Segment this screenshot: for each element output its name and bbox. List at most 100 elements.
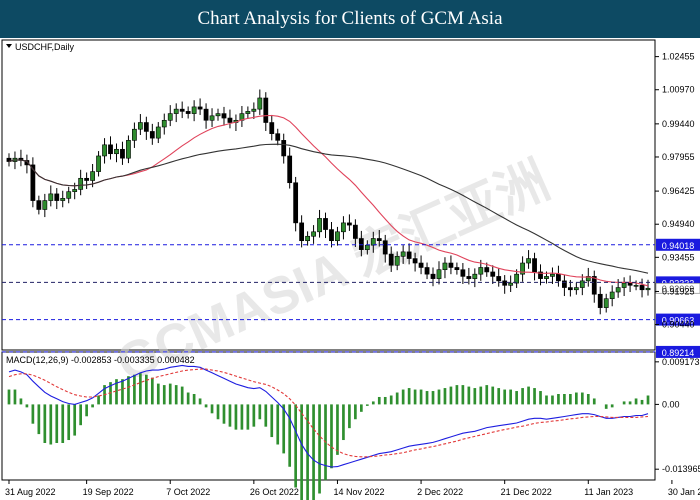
key-level-label: 0.94018 — [662, 241, 695, 251]
candle-body — [603, 298, 609, 308]
candle-body — [394, 256, 400, 266]
price-axis-label: 0.91925 — [662, 286, 695, 296]
candle-body — [221, 113, 227, 119]
candle-body — [502, 280, 508, 286]
chart-background — [1, 39, 656, 481]
candle-body — [382, 240, 388, 255]
candle-body — [311, 231, 316, 237]
candle-body — [102, 144, 107, 157]
candle-body — [448, 262, 454, 268]
candle-body — [167, 113, 173, 121]
price-pane[interactable]: 0.940180.923320.906630.892140.92069USDCH… — [2, 42, 700, 358]
symbol-dropdown-icon — [6, 44, 12, 48]
price-axis-label: 1.00970 — [662, 85, 695, 95]
candle-body — [329, 229, 334, 242]
candle-body — [562, 280, 567, 288]
candle-body — [6, 157, 12, 162]
candle-body — [149, 131, 155, 139]
candle-body — [424, 267, 430, 275]
candle-body — [556, 273, 561, 282]
candle-body — [323, 218, 328, 230]
candle-body — [466, 276, 472, 279]
candle-body — [376, 238, 382, 242]
time-axis-label: 19 Sep 2022 — [83, 487, 134, 497]
time-axis-label: 14 Nov 2022 — [333, 487, 384, 497]
key-level-label: 0.90663 — [662, 316, 695, 326]
key-level-badge — [656, 238, 700, 251]
candle-body — [96, 155, 101, 172]
candle-body — [275, 133, 281, 141]
candle-body — [526, 258, 531, 264]
macd-axis-label: 0.009173 — [662, 357, 700, 367]
candle-body — [36, 200, 42, 210]
candle-body — [400, 251, 406, 257]
price-axis-label: 0.90440 — [662, 320, 695, 330]
symbol-label: USDCHF,Daily — [15, 42, 75, 52]
macd-signal-line — [8, 368, 649, 458]
candle-body — [520, 262, 525, 275]
candle-body — [460, 269, 466, 277]
candle-body — [227, 117, 233, 123]
candle-body — [161, 119, 167, 128]
price-axis-label: 0.94940 — [662, 219, 695, 229]
candle-body — [472, 273, 478, 279]
candle-body — [352, 224, 358, 239]
candle-body — [251, 108, 257, 112]
candle-body — [454, 267, 460, 271]
candle-body — [197, 106, 203, 110]
candle-body — [358, 238, 364, 250]
candle-body — [30, 164, 36, 201]
chart-canvas[interactable]: GCMASIA 宏汇亚洲 0.940180.923320.906630.8921… — [0, 38, 700, 500]
price-axis-label: 1.02455 — [662, 52, 695, 62]
candle-body — [173, 108, 179, 114]
candle-body — [418, 262, 424, 268]
time-axis-label: 31 Aug 2022 — [5, 487, 56, 497]
candle-body — [269, 122, 275, 134]
candle-body — [514, 273, 520, 284]
candle-body — [347, 222, 352, 226]
candle-body — [627, 282, 633, 286]
key-level-badge — [656, 345, 700, 358]
candle-body — [143, 122, 149, 132]
axes: 1.02455 1.00970 0.99440 0.97955 0.96425 0.949… — [5, 52, 700, 497]
macd-pane[interactable]: MACD(12,26,9) -0.002853 -0.003335 0.0004… — [6, 355, 650, 500]
macd-axis-label: 0.00 — [662, 399, 680, 409]
candle-body — [215, 113, 221, 117]
macd-main-line — [8, 364, 649, 468]
price-axis-label: 0.93455 — [662, 252, 695, 262]
candle-body — [406, 251, 412, 259]
candle-body — [191, 106, 197, 114]
chart-analysis-banner: Chart Analysis for Clients of GCM Asia — [0, 0, 700, 38]
candle-body — [436, 269, 442, 279]
candle-body — [567, 287, 573, 291]
last-price-badge — [655, 282, 700, 294]
candle-body — [538, 271, 543, 279]
macd-pane-frame — [1, 351, 656, 481]
last-price-label: 0.92069 — [662, 284, 695, 294]
candle-body — [281, 140, 287, 157]
candle-body — [114, 148, 119, 155]
candle-body — [364, 244, 370, 250]
candle-body — [299, 222, 305, 242]
candle-body — [155, 126, 161, 139]
time-axis-label: 11 Jan 2023 — [584, 487, 633, 497]
candle-body — [120, 148, 125, 159]
price-pane-frame — [1, 39, 656, 351]
candle-body — [24, 160, 30, 166]
candle-body — [388, 253, 394, 266]
candle-body — [645, 287, 651, 291]
candle-body — [573, 287, 579, 291]
candle-body — [179, 108, 185, 112]
candle-body — [90, 171, 95, 181]
candle-body — [341, 222, 346, 233]
candle-body — [137, 122, 143, 130]
time-axis-label: 2 Dec 2022 — [417, 487, 463, 497]
candle-body — [66, 191, 72, 199]
candle-body — [305, 235, 310, 242]
candle-body — [48, 193, 54, 201]
candle-body — [597, 293, 603, 308]
time-axis-label: 21 Dec 2022 — [501, 487, 552, 497]
macd-title: MACD(12,26,9) -0.002853 -0.003335 0.0004… — [6, 355, 195, 365]
candle-body — [639, 285, 645, 291]
candle-body — [293, 182, 299, 224]
